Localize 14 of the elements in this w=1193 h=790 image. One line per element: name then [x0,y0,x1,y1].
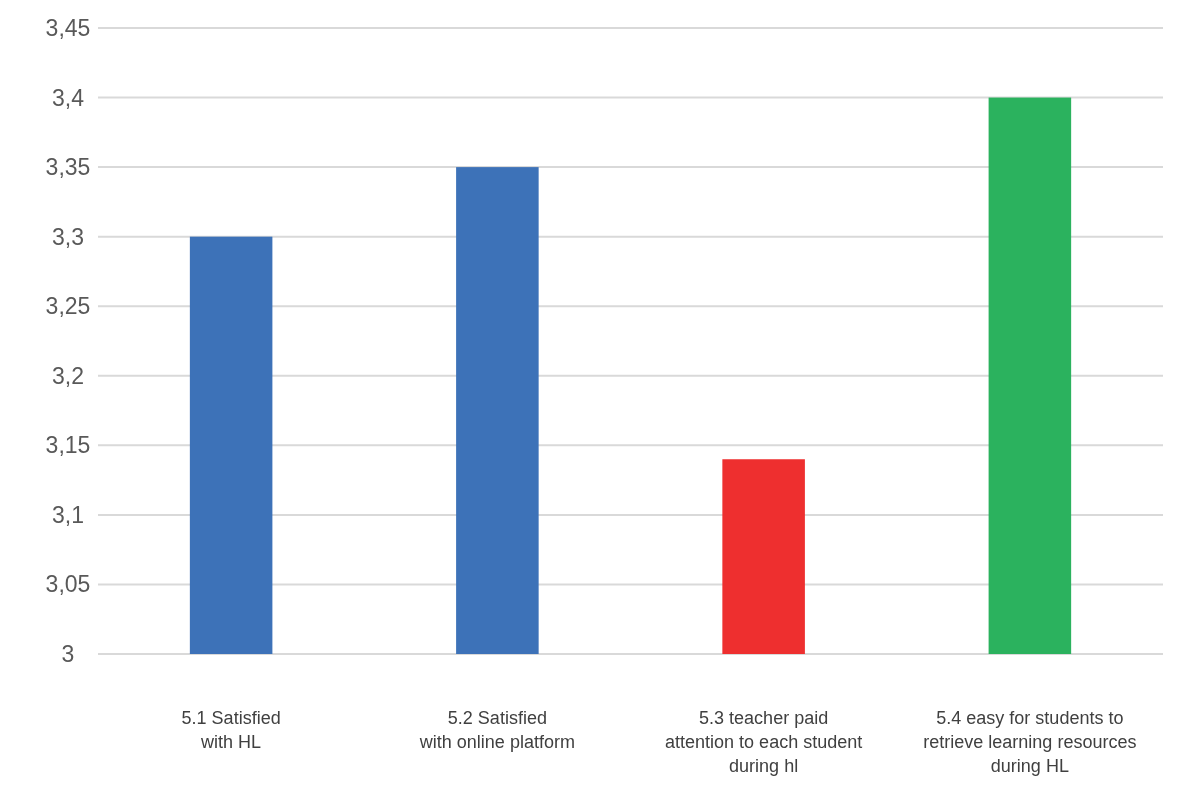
y-tick-label: 3 [61,641,75,668]
y-tick-label: 3,45 [45,15,91,42]
y-tick-label: 3,4 [52,84,85,111]
y-tick-label: 3,35 [45,154,91,181]
x-tick-label: 5.1 Satisfied with HL [181,708,281,752]
y-tick-label: 3,25 [45,293,91,320]
y-tick-label: 3,15 [45,432,91,459]
x-tick-label: 5.4 easy for students to retrieve learning resources during HL [923,708,1137,776]
y-tick-label: 3,05 [45,571,91,598]
y-tick-label: 3,1 [52,501,84,528]
x-tick-label: 5.3 teacher paid attention to each student during hl [665,708,863,776]
y-tick-label: 3,2 [52,362,84,389]
x-tick-label: 5.2 Satisfied with online platform [418,708,575,752]
y-tick-label: 3,3 [52,223,84,250]
